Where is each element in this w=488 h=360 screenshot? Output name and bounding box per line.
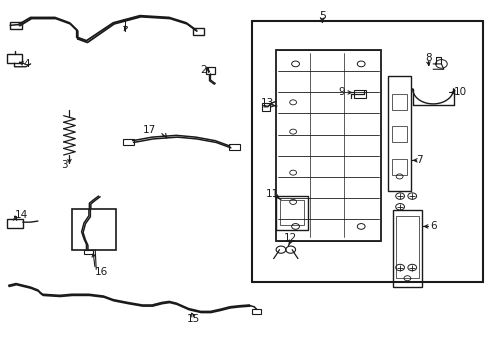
Bar (391, 94, 407, 111)
Bar (280, 201, 303, 225)
Text: 8: 8 (424, 53, 431, 63)
Text: 11: 11 (265, 189, 279, 199)
Bar (7, 54, 22, 63)
Bar (387, 76, 410, 191)
Bar (354, 90, 366, 98)
Bar (261, 103, 270, 111)
Text: 9: 9 (338, 87, 345, 98)
Bar (392, 210, 421, 287)
Bar (10, 22, 22, 28)
Bar (228, 144, 239, 150)
Bar (251, 21, 482, 282)
Text: 5: 5 (318, 11, 325, 21)
Bar (7, 219, 23, 228)
Bar (205, 67, 215, 74)
Text: 3: 3 (61, 160, 68, 170)
Bar (276, 50, 380, 241)
Text: 6: 6 (429, 221, 436, 231)
Text: 12: 12 (284, 233, 297, 243)
Text: 14: 14 (15, 210, 28, 220)
Text: 13: 13 (261, 98, 274, 108)
Text: 16: 16 (94, 267, 107, 277)
Text: 10: 10 (453, 87, 467, 98)
Bar (391, 126, 407, 143)
Bar (252, 309, 261, 314)
Bar (193, 28, 203, 35)
Bar (276, 196, 307, 230)
Text: 2: 2 (200, 65, 206, 75)
Bar (395, 216, 418, 278)
Bar (84, 249, 93, 254)
Bar (391, 158, 407, 175)
Text: 7: 7 (415, 156, 422, 165)
Text: 4: 4 (23, 59, 30, 69)
Bar (122, 139, 133, 145)
Text: 15: 15 (186, 314, 200, 324)
Bar (72, 208, 116, 249)
Text: 1: 1 (122, 19, 128, 29)
Text: 17: 17 (143, 125, 156, 135)
